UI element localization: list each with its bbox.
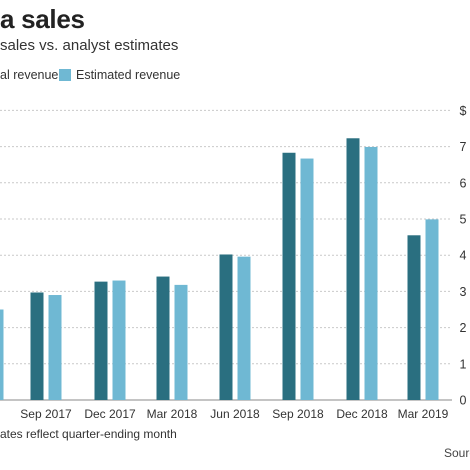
- y-tick-label: 6: [460, 176, 467, 190]
- chart-footnote: ates reflect quarter-ending month: [0, 427, 177, 441]
- bar-actual: [282, 152, 296, 400]
- x-tick-label: Dec 2017: [84, 407, 136, 421]
- legend-label-estimated: Estimated revenue: [76, 68, 181, 82]
- x-tick-label: Mar 2018: [147, 407, 198, 421]
- bar-estimated: [300, 158, 314, 400]
- x-tick-label: Sep 2018: [272, 407, 324, 421]
- bar-actual: [219, 254, 233, 400]
- legend-label-actual: al revenue: [0, 68, 59, 82]
- bar-estimated: [112, 280, 126, 400]
- y-tick-label: 4: [460, 249, 467, 263]
- y-tick-label: 5: [460, 213, 467, 227]
- bar-estimated: [237, 256, 251, 400]
- legend-swatch-estimated: [59, 69, 71, 81]
- bar-estimated: [425, 219, 439, 400]
- chart-subtitle: sales vs. analyst estimates: [0, 37, 179, 54]
- y-tick-label: 3: [460, 285, 467, 299]
- chart-title: a sales: [0, 4, 85, 34]
- bar-estimated: [174, 284, 188, 400]
- x-tick-label: Mar 2019: [398, 407, 449, 421]
- bar-estimated: [48, 295, 62, 400]
- y-tick-label: 0: [460, 394, 467, 408]
- x-tick-label: Sep 2017: [20, 407, 72, 421]
- y-tick-label: 7: [460, 140, 467, 154]
- bar-actual: [346, 138, 360, 401]
- chart-source: Sourc: [444, 446, 470, 460]
- y-tick-label: 1: [460, 357, 467, 371]
- bar-estimated: [364, 146, 378, 400]
- y-tick-label: 2: [460, 321, 467, 335]
- x-tick-label: Jun 2018: [210, 407, 260, 421]
- bar-actual: [156, 276, 170, 400]
- bar-estimated: [0, 309, 4, 400]
- bar-actual: [407, 235, 421, 400]
- bar-actual: [30, 292, 44, 400]
- bar-actual: [94, 281, 108, 400]
- y-tick-label: $: [460, 104, 467, 118]
- x-tick-label: Dec 2018: [336, 407, 388, 421]
